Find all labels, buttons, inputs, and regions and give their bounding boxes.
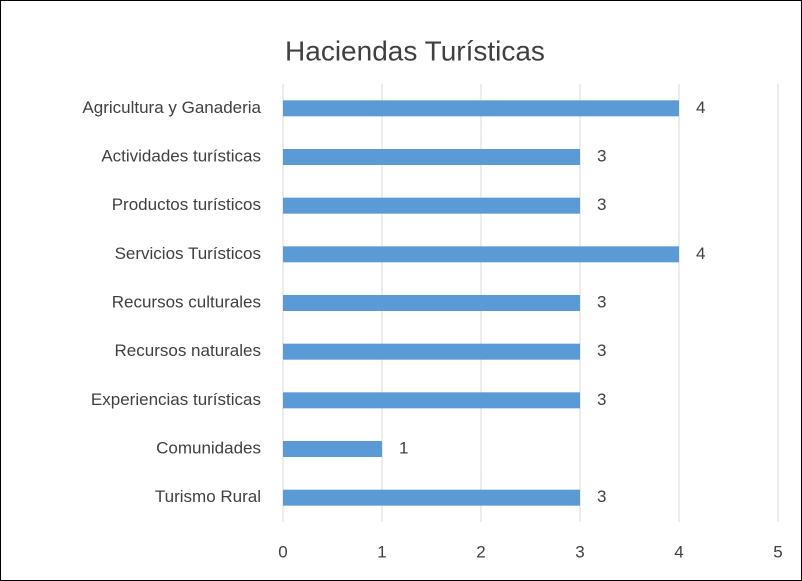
y-tick-label: Productos turísticos — [112, 195, 261, 214]
bar — [283, 246, 679, 263]
data-label: 3 — [597, 341, 606, 360]
y-tick-label: Recursos culturales — [112, 292, 261, 311]
x-tick-label: 5 — [773, 542, 782, 561]
bar — [283, 343, 580, 360]
data-label: 4 — [696, 98, 705, 117]
data-label: 3 — [597, 292, 606, 311]
bar — [283, 489, 580, 506]
x-tick-label: 2 — [476, 542, 485, 561]
y-tick-label: Recursos naturales — [115, 341, 261, 360]
data-label: 3 — [597, 195, 606, 214]
y-tick-label: Turismo Rural — [155, 487, 261, 506]
data-label: 3 — [597, 146, 606, 165]
y-tick-label: Experiencias turísticas — [91, 390, 261, 409]
data-label: 4 — [696, 244, 705, 263]
y-tick-label: Comunidades — [156, 438, 261, 457]
bar — [283, 100, 679, 117]
x-tick-label: 4 — [674, 542, 683, 561]
y-tick-label: Servicios Turísticos — [115, 244, 261, 263]
x-tick-label: 3 — [575, 542, 584, 561]
bar — [283, 149, 580, 165]
bar — [283, 392, 580, 409]
data-label: 1 — [399, 438, 408, 457]
y-tick-label: Agricultura y Ganaderia — [82, 98, 261, 117]
chart-title: Haciendas Turísticas — [285, 35, 545, 66]
data-label: 3 — [597, 390, 606, 409]
data-label: 3 — [597, 487, 606, 506]
x-tick-label: 0 — [278, 542, 287, 561]
x-tick-label: 1 — [377, 542, 386, 561]
bar — [283, 441, 382, 457]
y-tick-label: Actividades turísticas — [101, 146, 261, 165]
bar — [283, 197, 580, 214]
bar — [283, 295, 580, 311]
